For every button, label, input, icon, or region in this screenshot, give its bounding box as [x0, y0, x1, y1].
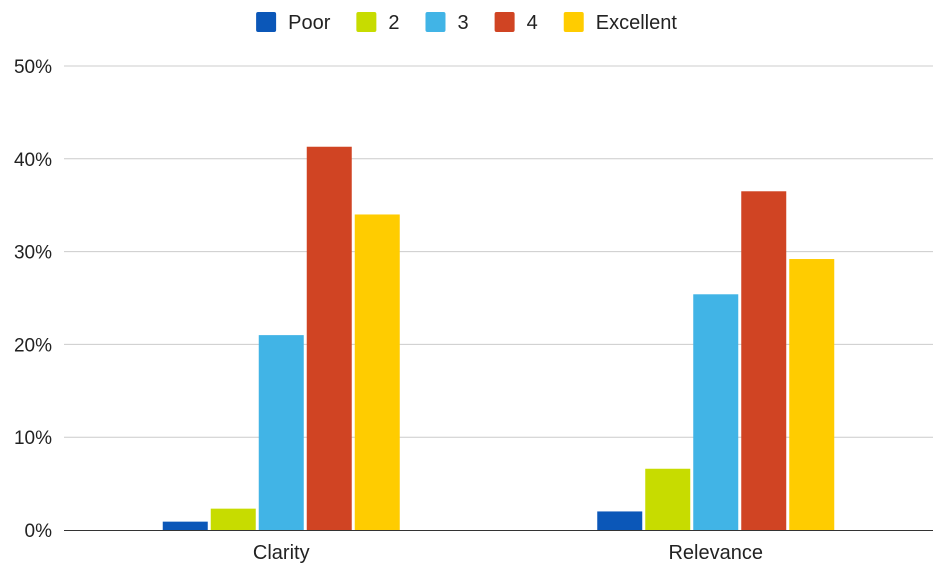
legend-label: 4	[527, 12, 538, 34]
legend-item: 3	[425, 12, 469, 34]
y-tick-label: 50%	[14, 57, 52, 78]
x-category-label: Relevance	[668, 542, 763, 564]
y-tick-label: 10%	[14, 428, 52, 449]
legend-swatch	[563, 12, 584, 32]
legend-swatch	[256, 12, 277, 32]
bar-clarity-3	[258, 335, 304, 530]
bar-relevance-2	[645, 468, 691, 530]
bar-relevance-4	[741, 191, 787, 530]
legend-item: 2	[356, 12, 399, 34]
bar-relevance-3	[693, 294, 739, 530]
bar-clarity-2	[210, 508, 256, 530]
gridlines	[64, 65, 933, 438]
legend-label: 3	[457, 12, 468, 34]
legend-label: Excellent	[596, 12, 678, 34]
legend-label: Poor	[288, 12, 331, 34]
legend-item: Excellent	[563, 12, 678, 34]
legend: Poor 2 3 4 Excellent	[256, 12, 677, 34]
bar-clarity-poor	[162, 521, 208, 530]
legend-item: 4	[494, 12, 538, 34]
bar-clarity-4	[306, 146, 352, 530]
bar-clarity-excellent	[354, 214, 400, 531]
bar-relevance-excellent	[789, 259, 835, 530]
y-tick-label: 40%	[14, 150, 52, 171]
x-axis-category-labels: Clarity Relevance	[253, 542, 763, 564]
y-tick-label: 30%	[14, 243, 52, 264]
legend-swatch	[425, 12, 446, 32]
bars	[162, 146, 835, 531]
legend-swatch	[356, 12, 377, 32]
legend-label: 2	[388, 12, 399, 34]
x-category-label: Clarity	[253, 542, 310, 564]
y-tick-label: 0%	[25, 521, 53, 542]
legend-swatch	[494, 12, 515, 32]
y-axis-ticks: 0% 10% 20% 30% 40% 50%	[14, 57, 52, 542]
bar-relevance-poor	[597, 511, 643, 530]
y-tick-label: 20%	[14, 335, 52, 356]
legend-item: Poor	[256, 12, 331, 34]
